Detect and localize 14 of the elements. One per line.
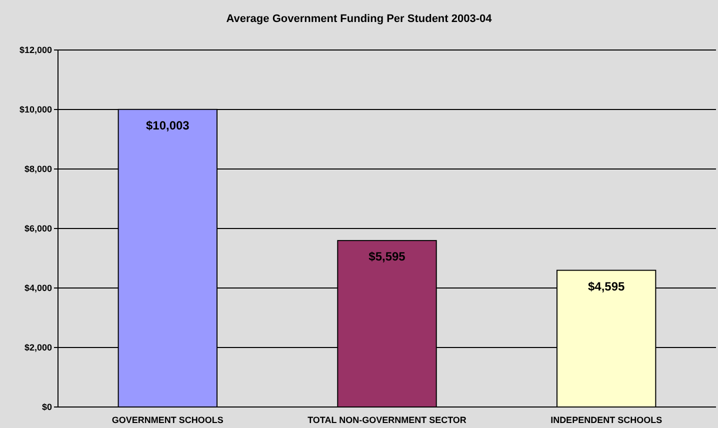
x-tick-label: INDEPENDENT SCHOOLS <box>550 415 662 425</box>
y-tick-label: $12,000 <box>19 45 52 56</box>
x-tick-label: GOVERNMENT SCHOOLS <box>112 415 224 425</box>
y-tick-label: $8,000 <box>24 164 52 174</box>
x-tick-label: TOTAL NON-GOVERNMENT SECTOR <box>308 415 467 425</box>
chart-title: Average Government Funding Per Student 2003-04 <box>226 13 493 25</box>
y-tick-label: $10,000 <box>19 104 52 115</box>
y-tick-label: $6,000 <box>24 224 52 234</box>
data-label: $4,595 <box>588 279 626 294</box>
data-label: $10,003 <box>146 118 190 132</box>
y-tick-label: $2,000 <box>24 342 52 353</box>
y-tick-label: $4,000 <box>24 283 52 294</box>
y-tick-label: $0 <box>42 402 52 412</box>
data-label: $5,595 <box>368 250 406 264</box>
